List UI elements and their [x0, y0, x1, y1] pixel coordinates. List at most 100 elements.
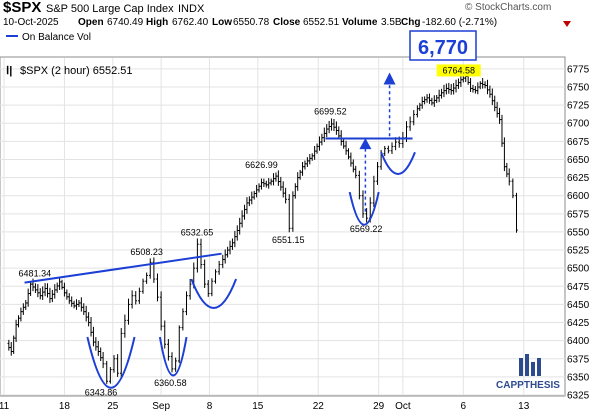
price-bar — [269, 178, 273, 186]
price-bar — [148, 258, 152, 279]
brand-name: CAPPTHESIS — [496, 380, 560, 391]
price-bar — [358, 170, 361, 200]
price-bar — [235, 225, 239, 241]
price-bar — [476, 82, 480, 95]
brand-logo: CAPPTHESIS — [496, 354, 560, 391]
volume-value: 3.5B — [381, 17, 402, 28]
price-bar — [19, 307, 23, 322]
header-date: 10-Oct-2025 — [3, 17, 59, 28]
price-bar — [449, 84, 453, 95]
price-bar — [159, 291, 163, 331]
cup-arc — [86, 336, 136, 389]
high-value: 6762.40 — [172, 17, 209, 28]
y-tick-label: 6325 — [567, 391, 590, 402]
logo-bar-4 — [537, 358, 541, 376]
price-bar — [70, 296, 73, 307]
price-bar — [277, 170, 280, 186]
x-tick-label: 29 — [373, 401, 385, 412]
low-label: Low — [212, 17, 232, 28]
price-bar — [469, 77, 472, 92]
price-bar — [43, 283, 47, 297]
y-tick-label: 6600 — [567, 191, 590, 202]
target-arrow-head — [383, 72, 396, 85]
y-tick-label: 6775 — [567, 64, 590, 75]
price-bar — [94, 337, 98, 351]
price-bar — [87, 312, 90, 327]
y-tick-label: 6575 — [567, 209, 590, 220]
price-bar — [96, 341, 100, 356]
price-bar — [412, 110, 416, 126]
price-bar — [226, 246, 229, 258]
price-bar — [221, 254, 225, 269]
high-highlight — [436, 64, 481, 77]
logo-bar-3 — [531, 362, 535, 376]
price-bar — [46, 283, 49, 298]
price-bar — [287, 194, 291, 233]
price-bar — [185, 291, 188, 316]
price-bar — [206, 280, 210, 297]
price-bar — [14, 319, 18, 342]
price-bar — [318, 136, 321, 151]
price-annotation: 6508.23 — [130, 247, 163, 257]
price-bar — [332, 118, 336, 132]
price-bar — [344, 140, 348, 155]
price-bar — [34, 283, 37, 293]
price-bar — [511, 178, 515, 199]
price-bar — [67, 293, 71, 304]
price-bar — [440, 88, 443, 99]
y-tick-label: 6725 — [567, 101, 590, 112]
price-bar — [306, 157, 309, 167]
x-tick-label: 6 — [461, 401, 467, 412]
cup-arc — [158, 336, 188, 377]
price-bar — [483, 81, 487, 89]
price-bar — [372, 175, 376, 208]
price-bar — [262, 178, 266, 188]
price-bar — [60, 279, 64, 290]
price-bar — [26, 288, 30, 307]
price-bar — [291, 191, 295, 232]
price-bar — [36, 284, 40, 298]
close-label: Close — [273, 17, 301, 28]
price-bar — [500, 114, 504, 147]
price-bar — [505, 162, 509, 178]
price-bar — [53, 284, 57, 299]
price-bar — [310, 153, 314, 161]
x-tick-label: Oct — [395, 401, 411, 412]
price-bar — [447, 82, 451, 94]
price-bar — [401, 131, 405, 148]
price-bar — [423, 96, 426, 105]
price-bar — [248, 196, 251, 207]
price-annotation: 6764.58 — [442, 65, 475, 75]
price-bar — [163, 320, 167, 349]
price-bar — [174, 357, 177, 372]
x-tick-label: 11 — [0, 401, 10, 412]
price-bar — [430, 97, 434, 106]
price-bar — [22, 303, 25, 315]
price-bar — [63, 282, 66, 297]
price-bar — [303, 160, 307, 170]
y-tick-label: 6625 — [567, 173, 590, 184]
watermark: © StockCharts.com — [465, 2, 551, 13]
x-tick-label: 18 — [59, 401, 71, 412]
price-bar — [507, 168, 511, 186]
price-bar — [177, 325, 181, 364]
price-bar — [313, 145, 316, 160]
price-bar — [260, 178, 263, 190]
price-panel — [0, 56, 566, 397]
x-tick-label: 22 — [313, 401, 325, 412]
price-bar — [231, 238, 234, 250]
price-bar — [134, 291, 138, 305]
price-bar — [437, 89, 441, 103]
chg-value: -182.60 (-2.71%) — [422, 17, 497, 28]
price-bar — [428, 93, 431, 104]
y-tick-label: 6550 — [567, 227, 590, 238]
y-tick-label: 6500 — [567, 264, 590, 275]
price-bar — [354, 165, 358, 179]
x-tick-label: 15 — [252, 401, 264, 412]
price-bar — [481, 78, 484, 89]
price-bar — [127, 298, 130, 325]
price-bar — [250, 191, 254, 205]
price-bar — [199, 238, 203, 269]
price-bar — [145, 272, 148, 284]
x-tick-label: 25 — [107, 401, 119, 412]
